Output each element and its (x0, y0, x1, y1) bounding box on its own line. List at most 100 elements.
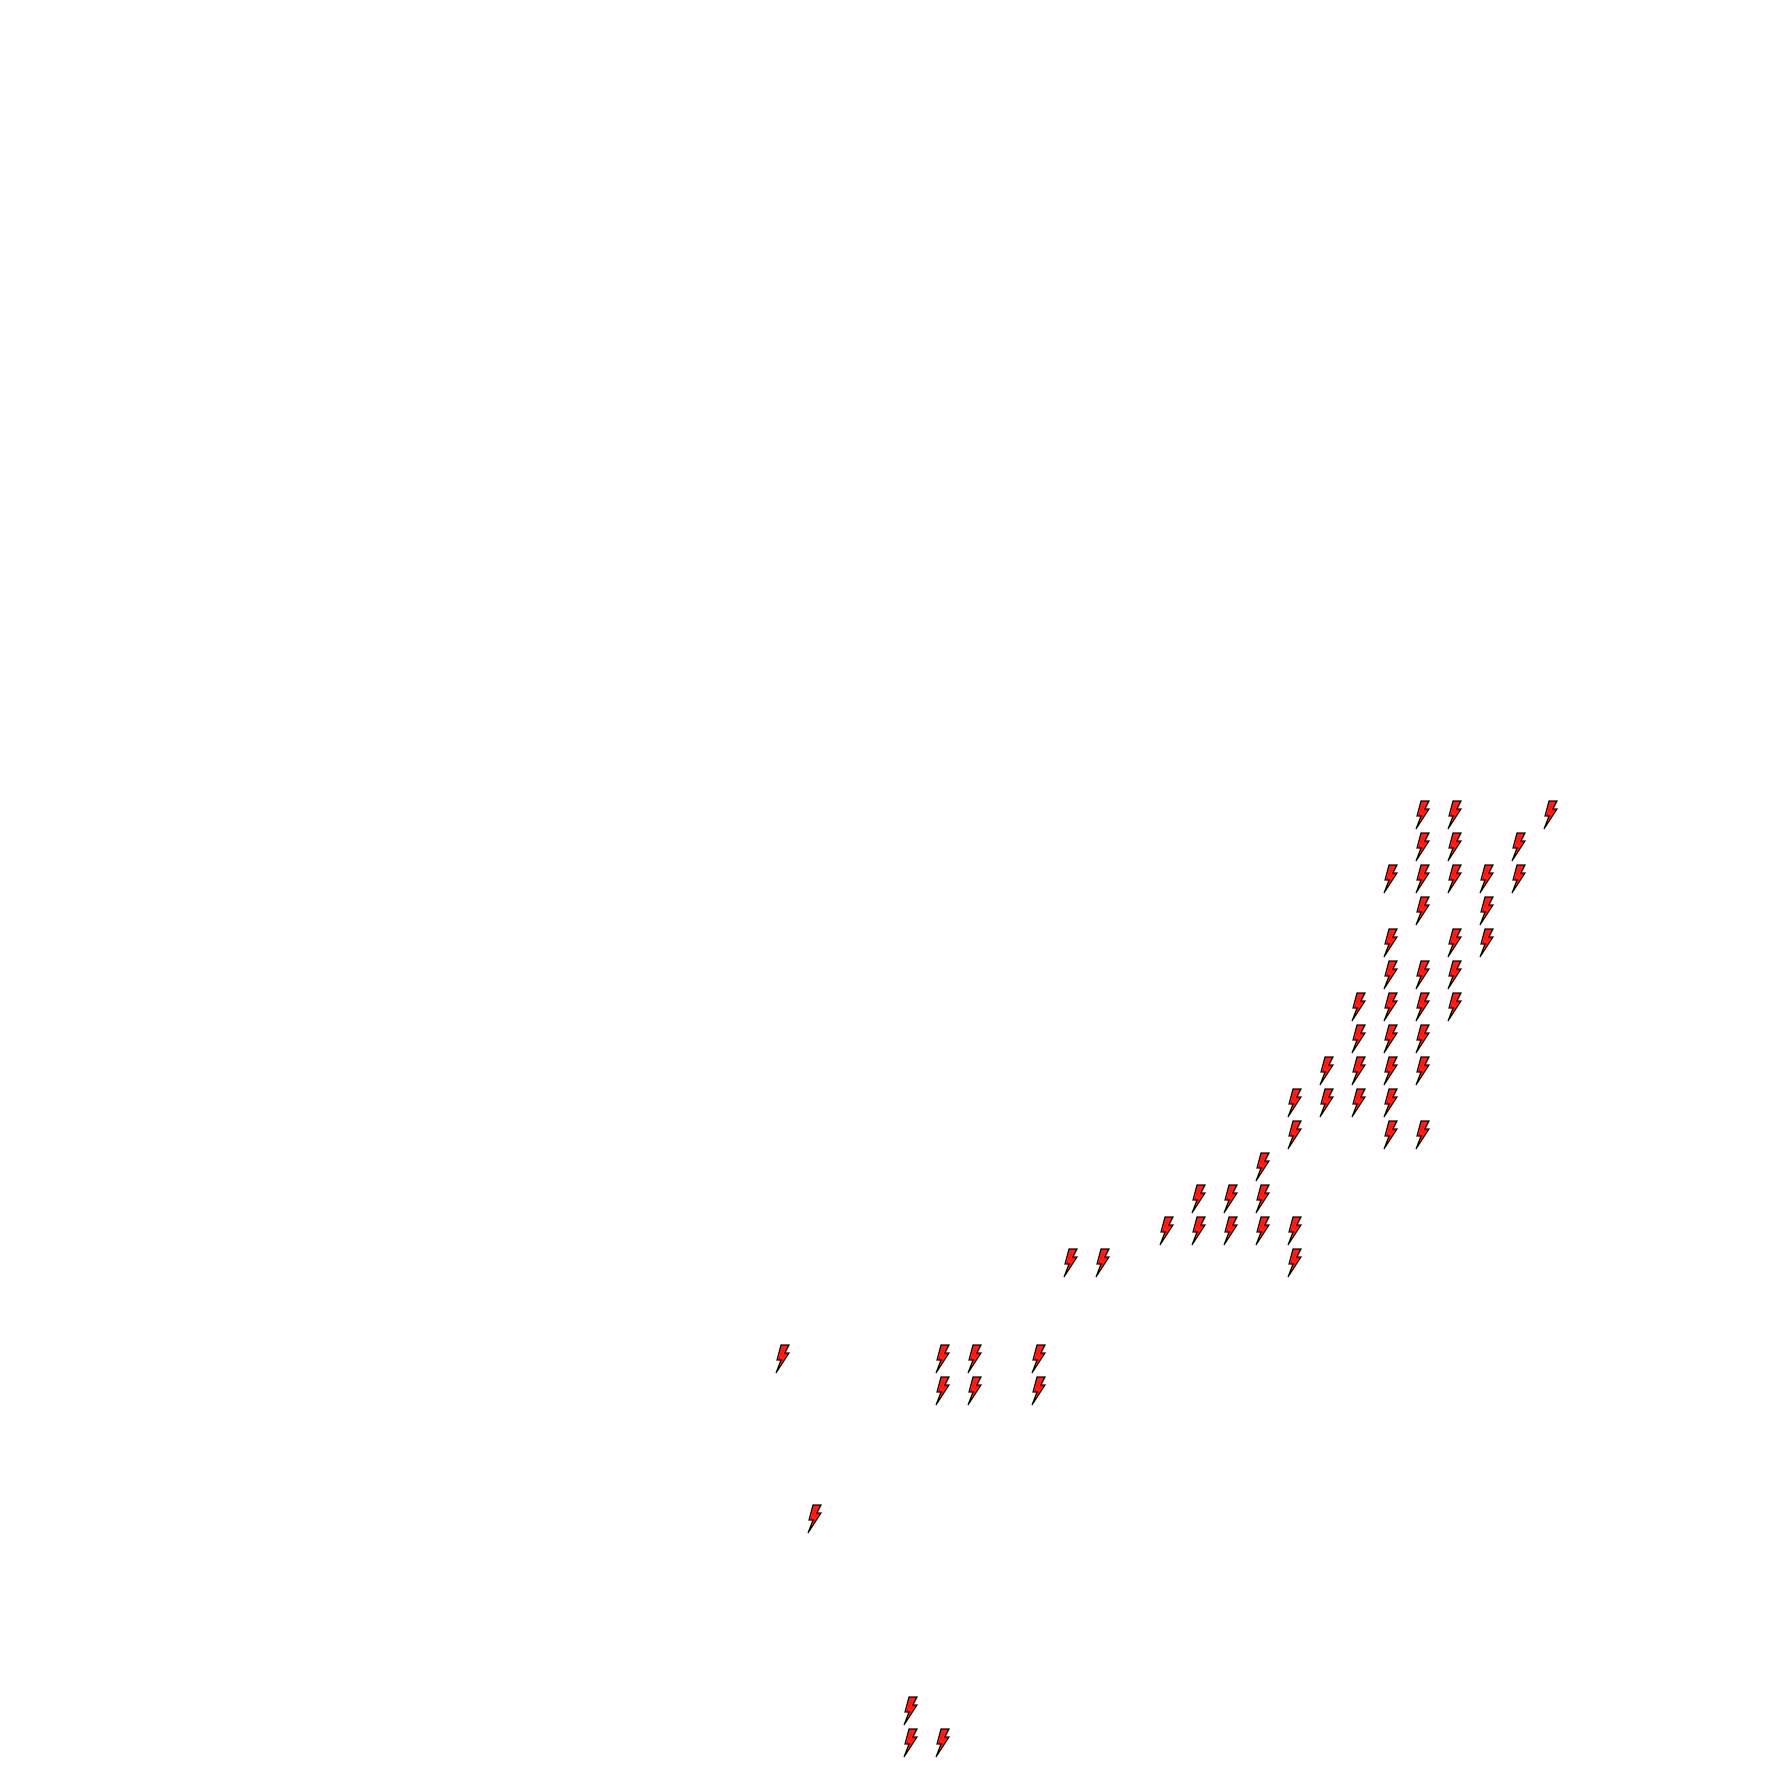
lightning-strike-marker[interactable] (1414, 864, 1432, 894)
lightning-strike-marker[interactable] (1414, 1024, 1432, 1054)
lightning-bolt-icon (1255, 1216, 1270, 1246)
lightning-bolt-icon (935, 1728, 950, 1758)
lightning-bolt-icon (1415, 896, 1430, 926)
lightning-bolt-icon (1383, 1088, 1398, 1118)
lightning-strike-marker[interactable] (1158, 1216, 1176, 1246)
lightning-strike-marker[interactable] (1414, 832, 1432, 862)
lightning-strike-marker[interactable] (1382, 960, 1400, 990)
lightning-bolt-icon (1031, 1376, 1046, 1406)
lightning-strike-marker[interactable] (774, 1344, 792, 1374)
lightning-bolt-icon (1511, 864, 1526, 894)
lightning-strike-marker[interactable] (1510, 864, 1528, 894)
lightning-strike-marker[interactable] (1446, 992, 1464, 1022)
lightning-strike-marker[interactable] (1190, 1216, 1208, 1246)
lightning-strike-marker[interactable] (1350, 1056, 1368, 1086)
lightning-strike-marker[interactable] (902, 1728, 920, 1758)
lightning-bolt-icon (935, 1376, 950, 1406)
lightning-strike-marker[interactable] (1446, 864, 1464, 894)
lightning-bolt-icon (1191, 1216, 1206, 1246)
lightning-bolt-icon (1415, 960, 1430, 990)
lightning-strike-marker[interactable] (1318, 1088, 1336, 1118)
lightning-strike-marker[interactable] (1254, 1216, 1272, 1246)
lightning-strike-marker[interactable] (1414, 960, 1432, 990)
lightning-strike-marker[interactable] (1382, 1088, 1400, 1118)
lightning-bolt-icon (807, 1504, 822, 1534)
lightning-bolt-icon (967, 1344, 982, 1374)
lightning-strike-marker[interactable] (966, 1376, 984, 1406)
lightning-strike-marker[interactable] (1350, 1024, 1368, 1054)
lightning-strike-marker[interactable] (1030, 1344, 1048, 1374)
lightning-strike-marker[interactable] (1446, 928, 1464, 958)
lightning-strike-marker[interactable] (1414, 800, 1432, 830)
lightning-bolt-icon (1319, 1088, 1334, 1118)
lightning-bolt-icon (1095, 1248, 1110, 1278)
lightning-bolt-icon (1383, 928, 1398, 958)
lightning-bolt-icon (1383, 1024, 1398, 1054)
lightning-bolt-icon (1447, 928, 1462, 958)
lightning-strike-marker[interactable] (1030, 1376, 1048, 1406)
lightning-bolt-icon (1255, 1152, 1270, 1182)
lightning-strike-marker[interactable] (1446, 832, 1464, 862)
lightning-strike-marker[interactable] (1190, 1184, 1208, 1214)
lightning-strike-marker[interactable] (902, 1696, 920, 1726)
lightning-bolt-icon (903, 1728, 918, 1758)
lightning-bolt-icon (1479, 928, 1494, 958)
lightning-bolt-icon (1351, 992, 1366, 1022)
lightning-bolt-icon (1287, 1088, 1302, 1118)
lightning-bolt-icon (1351, 1024, 1366, 1054)
lightning-bolt-icon (903, 1696, 918, 1726)
lightning-strike-marker[interactable] (1382, 864, 1400, 894)
lightning-strike-marker[interactable] (1414, 896, 1432, 926)
lightning-strike-marker[interactable] (1446, 800, 1464, 830)
lightning-strike-marker[interactable] (1222, 1216, 1240, 1246)
lightning-bolt-icon (1223, 1184, 1238, 1214)
lightning-strike-marker[interactable] (1382, 928, 1400, 958)
lightning-strike-marker[interactable] (1382, 1120, 1400, 1150)
lightning-bolt-icon (1351, 1088, 1366, 1118)
lightning-strike-marker[interactable] (1222, 1184, 1240, 1214)
lightning-strike-marker[interactable] (1350, 1088, 1368, 1118)
lightning-strike-marker[interactable] (1382, 1024, 1400, 1054)
lightning-strike-marker[interactable] (1062, 1248, 1080, 1278)
lightning-strike-marker[interactable] (1094, 1248, 1112, 1278)
lightning-strike-marker[interactable] (1286, 1088, 1304, 1118)
lightning-strike-marker[interactable] (1510, 832, 1528, 862)
lightning-strike-marker[interactable] (966, 1344, 984, 1374)
lightning-strike-marker[interactable] (1286, 1120, 1304, 1150)
lightning-strike-marker[interactable] (934, 1728, 952, 1758)
lightning-bolt-icon (775, 1344, 790, 1374)
lightning-strike-marker[interactable] (1414, 1120, 1432, 1150)
lightning-strike-marker[interactable] (1286, 1248, 1304, 1278)
lightning-strike-marker[interactable] (1478, 896, 1496, 926)
lightning-strike-marker[interactable] (1382, 992, 1400, 1022)
lightning-strike-marker[interactable] (1478, 928, 1496, 958)
lightning-strike-marker[interactable] (1446, 960, 1464, 990)
lightning-bolt-icon (1479, 896, 1494, 926)
lightning-strike-marker[interactable] (1414, 992, 1432, 1022)
lightning-strike-marker[interactable] (1382, 1056, 1400, 1086)
lightning-bolt-icon (1543, 800, 1558, 830)
lightning-strike-marker[interactable] (1350, 992, 1368, 1022)
lightning-strike-marker[interactable] (1318, 1056, 1336, 1086)
lightning-bolt-icon (1415, 992, 1430, 1022)
lightning-strike-marker[interactable] (1254, 1184, 1272, 1214)
lightning-strike-marker[interactable] (806, 1504, 824, 1534)
lightning-bolt-icon (967, 1376, 982, 1406)
lightning-strike-marker[interactable] (1286, 1216, 1304, 1246)
lightning-strike-marker[interactable] (1478, 864, 1496, 894)
lightning-strike-marker[interactable] (1254, 1152, 1272, 1182)
lightning-bolt-icon (1223, 1216, 1238, 1246)
lightning-bolt-icon (1415, 800, 1430, 830)
lightning-strike-marker[interactable] (934, 1376, 952, 1406)
lightning-strike-marker[interactable] (1414, 1056, 1432, 1086)
lightning-bolt-icon (1415, 864, 1430, 894)
lightning-bolt-icon (1191, 1184, 1206, 1214)
lightning-bolt-icon (1415, 1056, 1430, 1086)
lightning-bolt-icon (1383, 1056, 1398, 1086)
lightning-bolt-icon (1287, 1248, 1302, 1278)
lightning-bolt-icon (1063, 1248, 1078, 1278)
lightning-strike-marker[interactable] (1542, 800, 1560, 830)
lightning-strike-marker[interactable] (934, 1344, 952, 1374)
lightning-bolt-icon (1287, 1120, 1302, 1150)
